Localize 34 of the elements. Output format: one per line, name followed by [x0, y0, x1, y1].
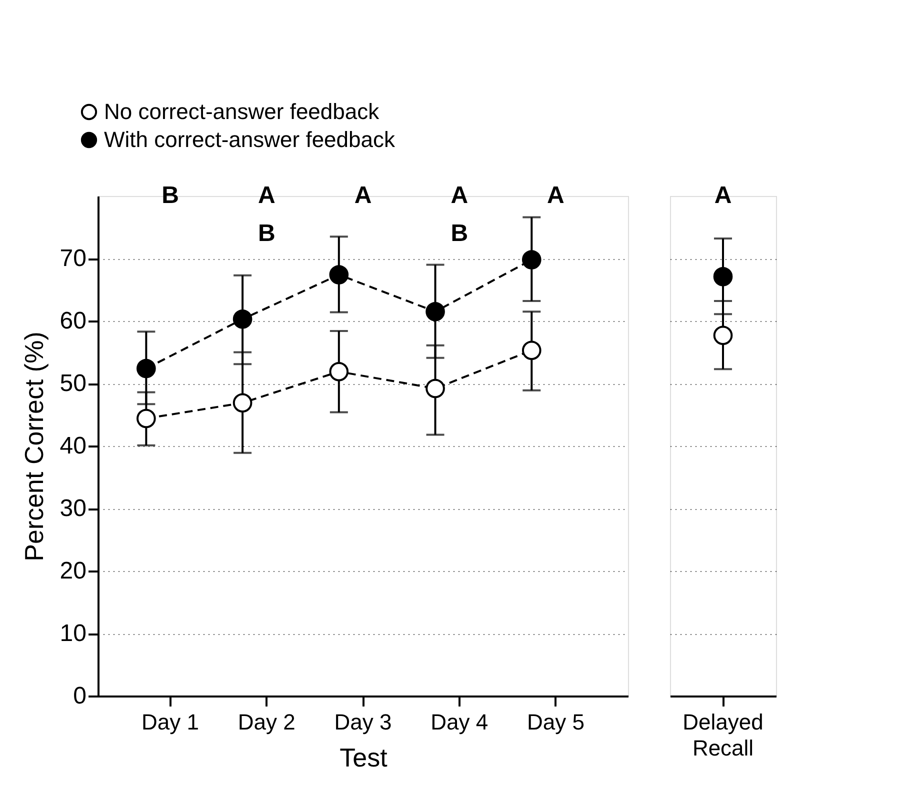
y-tick-label: 20 [60, 558, 86, 584]
legend-label: With correct-answer feedback [104, 127, 396, 152]
x-tick-label: Day 5 [526, 710, 584, 734]
x-axis-title: Test [340, 742, 388, 772]
y-tick-label: 70 [60, 245, 86, 272]
y-tick-label: 30 [60, 495, 86, 522]
point [136, 408, 156, 428]
x-tick-label: Day 2 [238, 710, 296, 734]
annotation: A B [450, 182, 468, 247]
y-tick-label: 10 [60, 620, 86, 647]
point [522, 250, 542, 270]
x-tick-label: Day 3 [334, 710, 392, 734]
point [329, 265, 349, 284]
point [232, 309, 252, 329]
x-tick-label: Day 1 [142, 710, 200, 734]
point [232, 393, 252, 413]
point [426, 302, 445, 322]
annotation: A B [258, 182, 276, 247]
y-tick-label: 0 [73, 682, 86, 710]
x-tick-label: Delayed Recall [682, 710, 764, 760]
x-tick-label: Day 4 [430, 710, 488, 734]
y-axis-title: Percent Correct (%) [18, 332, 49, 562]
point [522, 340, 542, 360]
annotation: A [354, 182, 372, 209]
point [329, 362, 349, 382]
point [136, 358, 156, 378]
y-tick-label: 40 [60, 432, 86, 460]
y-tick-label: 50 [60, 370, 86, 397]
annotation: B [162, 182, 179, 209]
legend-label: No correct-answer feedback [104, 99, 380, 124]
y-tick-label: 60 [60, 308, 86, 334]
annotation: A [714, 182, 732, 209]
annotation: A [547, 182, 564, 209]
point [426, 378, 445, 398]
